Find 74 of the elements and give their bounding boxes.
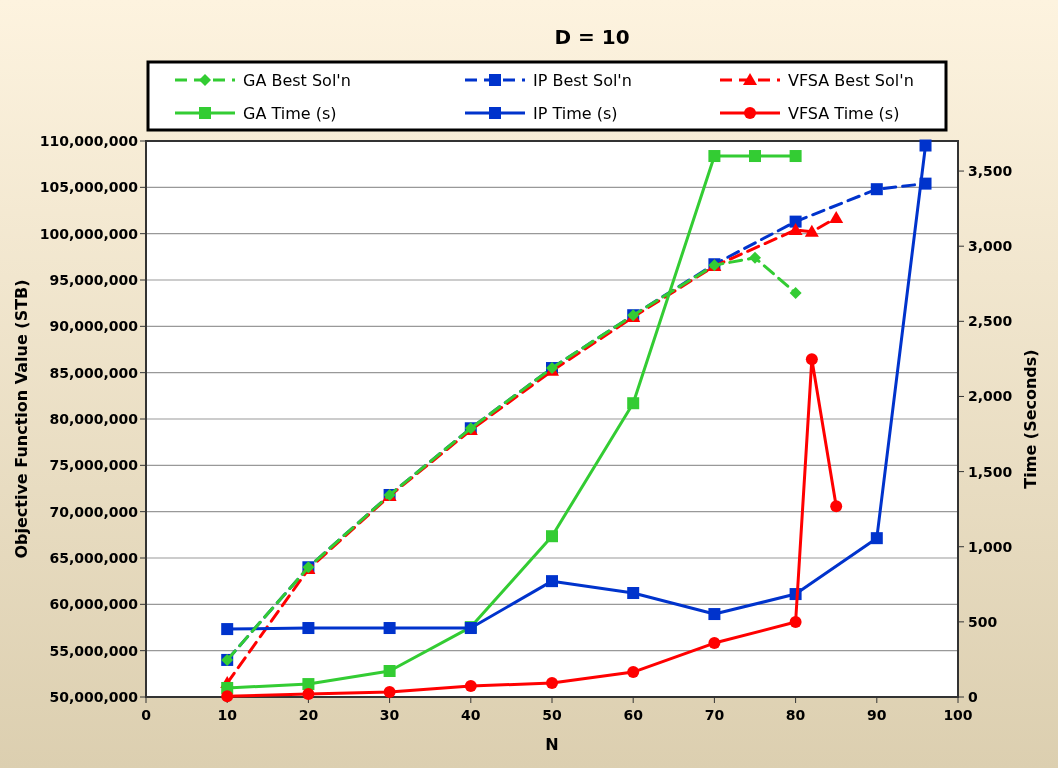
point (749, 150, 761, 163)
x-tick-label: 30 (379, 707, 400, 723)
y-tick-label: 85,000,000 (49, 364, 139, 381)
y2-tick-label: 2,000 (968, 388, 1013, 405)
y-tick-label: 50,000,000 (49, 689, 139, 705)
y-tick-label: 70,000,000 (49, 503, 139, 520)
point (708, 150, 721, 163)
y-tick-label: 60,000,000 (49, 596, 139, 613)
point (788, 222, 803, 235)
y2-tick-label: 1,500 (968, 463, 1013, 480)
legend-label: IP Time (s) (533, 104, 618, 123)
point (749, 251, 761, 264)
y2-tick-label: 3,000 (968, 238, 1013, 255)
y-tick-label: 75,000,000 (49, 457, 139, 474)
y-tick-label: 65,000,000 (49, 550, 139, 566)
point (789, 150, 802, 163)
point (627, 587, 640, 600)
x-tick-label: 60 (623, 707, 644, 723)
point (829, 210, 844, 223)
y2-tick-label: 1,000 (968, 538, 1013, 555)
point (870, 532, 883, 545)
y-tick-label: 80,000,000 (49, 411, 139, 427)
legend-label: GA Best Sol'n (243, 71, 351, 90)
point (546, 530, 558, 543)
point (546, 575, 558, 588)
x-tick-label: 80 (785, 707, 806, 723)
y-axis-title: Objective Function Value (STB) (12, 279, 31, 559)
point (919, 139, 932, 152)
point (805, 353, 818, 366)
point (627, 397, 640, 410)
point (383, 665, 396, 677)
point (627, 666, 640, 679)
point (708, 608, 721, 621)
x-axis-title: N (545, 735, 559, 754)
x-tick-label: 20 (298, 707, 319, 723)
point (464, 680, 477, 693)
x-tick-label: 40 (461, 707, 481, 723)
y-tick-label: 100,000,000 (39, 225, 139, 242)
y-tick-label: 55,000,000 (49, 642, 139, 659)
point (383, 686, 396, 699)
legend-label: IP Best Sol'n (533, 71, 632, 90)
point (870, 183, 883, 196)
y2-tick-label: 2,500 (968, 313, 1013, 330)
point (221, 623, 234, 636)
y-tick-label: 105,000,000 (39, 179, 139, 196)
y2-tick-label: 500 (968, 613, 998, 630)
point (804, 224, 819, 237)
y-tick-label: 110,000,000 (39, 133, 139, 149)
x-tick-label: 10 (217, 707, 238, 723)
y-tick-label: 90,000,000 (49, 318, 139, 335)
y-tick-label: 95,000,000 (49, 272, 139, 288)
point (302, 622, 315, 635)
point (789, 215, 802, 228)
chart-title: D = 10 (554, 25, 630, 49)
legend-label: VFSA Best Sol'n (788, 71, 914, 90)
point (830, 500, 843, 513)
x-tick-label: 0 (141, 707, 152, 723)
y2-tick-label: 0 (968, 689, 978, 705)
x-tick-label: 70 (704, 707, 725, 723)
x-tick-label: 90 (867, 707, 887, 723)
point (221, 690, 234, 703)
point (302, 678, 315, 691)
point (789, 286, 802, 299)
point (789, 616, 802, 629)
point (383, 622, 396, 635)
y2-tick-label: 3,500 (968, 163, 1013, 180)
x-tick-label: 50 (542, 707, 562, 723)
point (546, 677, 558, 690)
y2-axis-title: Time (Seconds) (1021, 349, 1040, 489)
legend-label: GA Time (s) (243, 104, 337, 123)
legend-label: VFSA Time (s) (788, 104, 900, 123)
point (708, 637, 721, 650)
point (302, 688, 315, 700)
x-tick-label: 100 (943, 707, 973, 723)
